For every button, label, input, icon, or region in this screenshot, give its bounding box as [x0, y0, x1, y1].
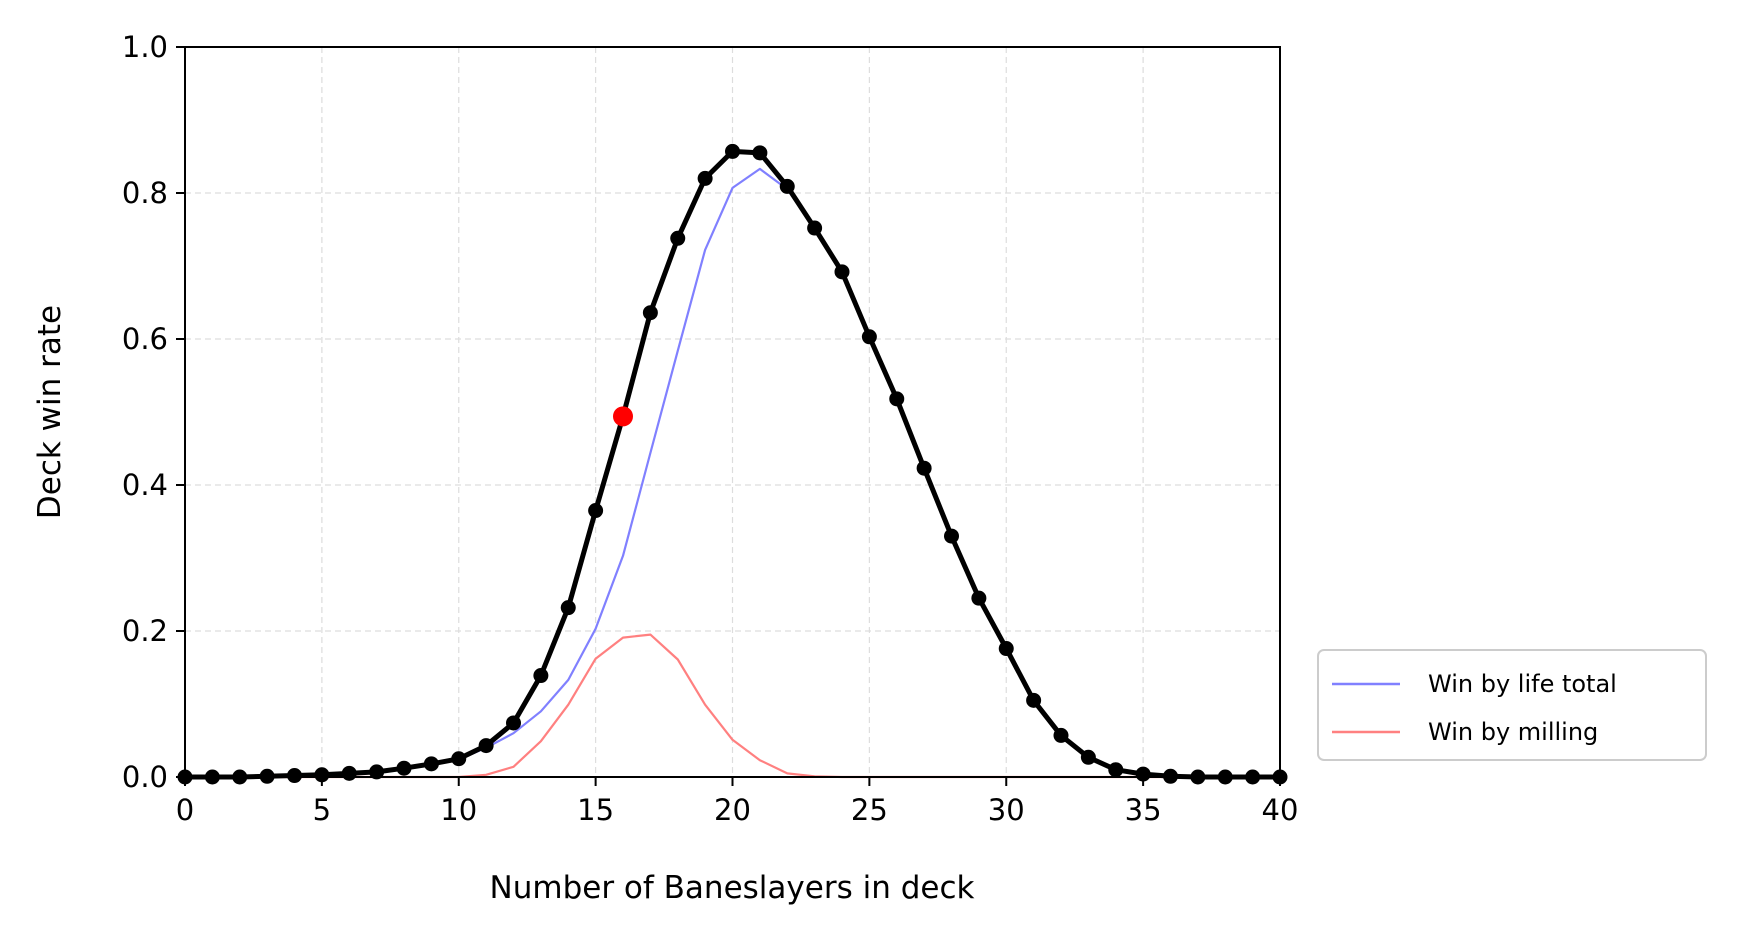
data-point: [451, 751, 467, 767]
data-point: [752, 145, 768, 161]
data-point: [889, 391, 905, 407]
data-point: [1026, 692, 1042, 708]
x-tick-label: 10: [440, 793, 477, 827]
data-point: [1108, 762, 1124, 778]
y-tick-label: 0.2: [122, 614, 168, 648]
data-point: [779, 178, 795, 194]
x-tick-label: 30: [988, 793, 1025, 827]
legend: Win by life total Win by milling: [1317, 649, 1707, 761]
grid: [185, 47, 1280, 777]
x-tick-label: 5: [313, 793, 331, 827]
data-point: [971, 590, 987, 606]
data-point: [861, 329, 877, 345]
y-tick-label: 0.6: [122, 322, 168, 356]
data-point: [314, 767, 330, 783]
series-line-milling: [183, 633, 1282, 779]
x-tick-label: 40: [1262, 793, 1299, 827]
data-point: [944, 528, 959, 544]
data-point: [725, 143, 740, 159]
data-point: [807, 220, 823, 236]
y-tick-label: 0.0: [122, 760, 168, 794]
legend-label: Win by life total: [1428, 670, 1617, 698]
data-point: [560, 600, 576, 616]
x-axis: 0 5 10 15 20 25 30 35 40: [176, 777, 1299, 827]
data-point: [533, 668, 549, 684]
data-point: [697, 170, 713, 186]
data-point: [369, 764, 385, 780]
x-axis-label: Number of Baneslayers in deck: [490, 870, 975, 906]
x-tick-label: 15: [577, 793, 614, 827]
data-point: [670, 230, 686, 246]
data-point: [1053, 727, 1069, 743]
x-tick-label: 25: [851, 793, 888, 827]
data-point: [423, 756, 439, 772]
x-tick-label: 20: [714, 793, 751, 827]
x-tick-label: 35: [1125, 793, 1162, 827]
data-point: [916, 460, 932, 476]
data-point: [998, 641, 1014, 657]
y-axis: 0.0 0.2 0.4 0.6 0.8 1.0: [122, 30, 185, 794]
data-point: [287, 768, 302, 784]
legend-label: Win by milling: [1428, 718, 1598, 746]
y-tick-label: 0.4: [122, 468, 168, 502]
data-point: [1080, 749, 1096, 765]
y-tick-label: 1.0: [122, 30, 168, 64]
highlight-point: [613, 406, 633, 427]
data-point: [506, 715, 521, 731]
data-point: [642, 305, 658, 321]
series-layer: [177, 143, 1288, 785]
total-win-rate-line: [182, 148, 1283, 780]
x-tick-label: 0: [176, 793, 194, 827]
data-point: [396, 760, 412, 776]
data-point: [834, 264, 850, 280]
legend-box: [1317, 649, 1707, 761]
y-axis-label: Deck win rate: [32, 305, 68, 519]
data-point: [588, 503, 604, 519]
data-point: [478, 738, 494, 754]
y-tick-label: 0.8: [122, 176, 168, 210]
data-point: [341, 765, 357, 781]
